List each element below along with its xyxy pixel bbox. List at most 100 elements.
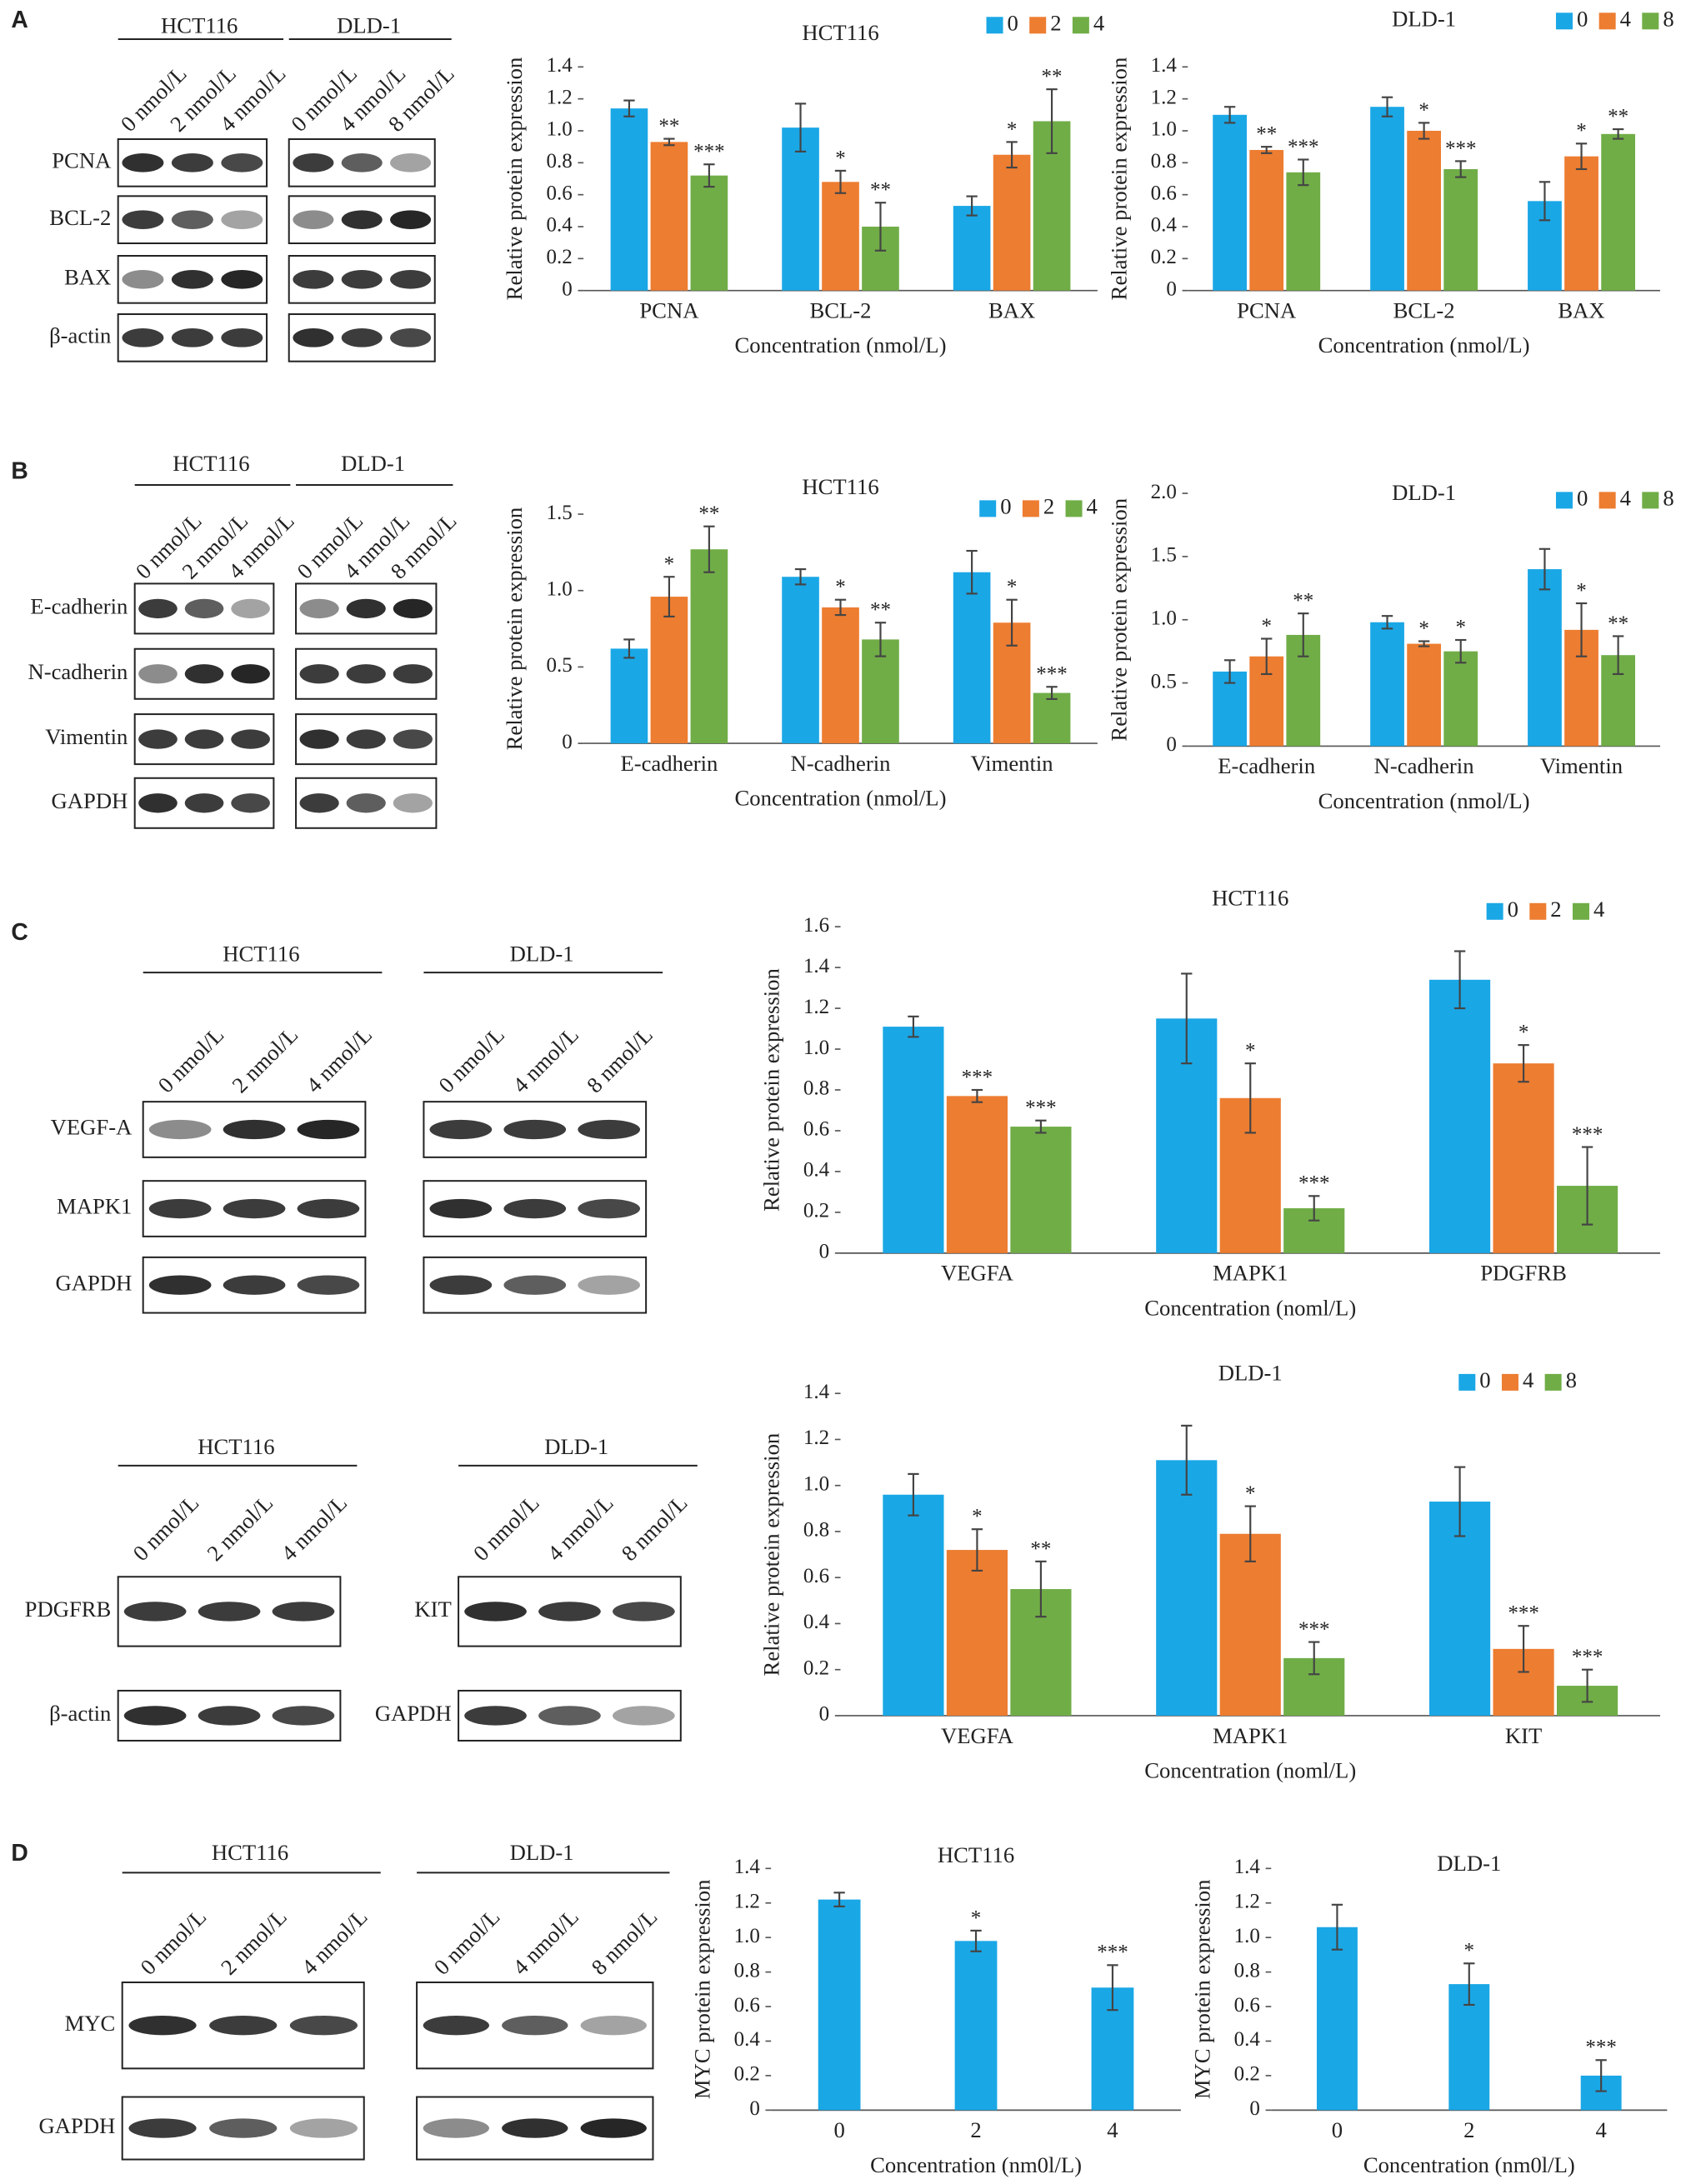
error-bar bbox=[908, 1472, 919, 1517]
y-tick-label: 0.2 bbox=[547, 246, 573, 268]
blot-band bbox=[299, 598, 339, 619]
bar bbox=[953, 206, 991, 291]
x-tick-label: MAPK1 bbox=[1213, 1261, 1288, 1286]
legend-label: 4 bbox=[1620, 6, 1631, 31]
blot-band bbox=[272, 1602, 335, 1622]
legend-swatch bbox=[1529, 902, 1547, 920]
bar bbox=[650, 597, 688, 744]
x-tick-label: N-cadherin bbox=[791, 751, 891, 776]
error-bar bbox=[908, 1015, 919, 1038]
lane-label: 4 nmol/L bbox=[543, 1490, 618, 1566]
lane-label: 4 nmol/L bbox=[508, 1022, 583, 1098]
error-bar bbox=[623, 638, 635, 659]
blot-band bbox=[297, 1119, 360, 1140]
panel-label: A bbox=[11, 7, 28, 33]
y-axis-label: MYC protein expression bbox=[689, 1880, 714, 2100]
bar bbox=[993, 154, 1031, 291]
error-bar bbox=[1518, 1625, 1529, 1673]
blot-band bbox=[128, 2016, 197, 2036]
blot-band bbox=[148, 1198, 212, 1219]
error-bar bbox=[1455, 638, 1467, 664]
y-tick-label: 1.0 bbox=[1151, 607, 1177, 629]
bar bbox=[1249, 149, 1284, 291]
blot-group-title: HCT116 bbox=[212, 1840, 288, 1865]
x-tick-label: 0 bbox=[833, 2117, 844, 2142]
lane-label: 0 nmol/L bbox=[429, 1904, 505, 1980]
error-bar bbox=[1575, 142, 1588, 171]
blot-band bbox=[223, 1198, 286, 1219]
x-axis-label: Concentration (nmol/L) bbox=[735, 786, 947, 811]
significance-label: ** bbox=[698, 502, 719, 525]
bar bbox=[946, 1550, 1008, 1716]
legend-swatch bbox=[1458, 1373, 1476, 1391]
error-bar bbox=[874, 622, 887, 657]
error-bar bbox=[1575, 602, 1588, 657]
bar bbox=[690, 549, 728, 744]
significance-label: * bbox=[835, 147, 846, 169]
blot-band bbox=[538, 1706, 601, 1726]
significance-label: *** bbox=[1288, 136, 1319, 158]
y-tick-label: 0.6 bbox=[547, 182, 573, 204]
y-tick-label: 1.0 bbox=[1151, 118, 1177, 141]
legend-swatch bbox=[1065, 500, 1083, 517]
x-axis-label: Concentration (noml/L) bbox=[1144, 1757, 1356, 1782]
significance-label: ** bbox=[1030, 1537, 1051, 1560]
blot-band bbox=[502, 2016, 568, 2036]
blot-row-label: N-cadherin bbox=[28, 659, 128, 684]
blot-band bbox=[122, 270, 164, 289]
x-tick-label: Vimentin bbox=[971, 751, 1053, 776]
legend-label: 8 bbox=[1566, 1367, 1577, 1392]
x-tick-label: KIT bbox=[1505, 1723, 1542, 1748]
lane-label: 4 nmol/L bbox=[276, 1490, 352, 1566]
legend-label: 4 bbox=[1093, 10, 1104, 35]
y-tick-label: 0.4 bbox=[803, 1611, 830, 1633]
legend-swatch bbox=[1486, 902, 1503, 920]
y-tick-label: 0.2 bbox=[803, 1657, 829, 1679]
blot-band bbox=[429, 1119, 493, 1140]
y-tick-label: 1.4 bbox=[803, 1381, 830, 1403]
blot-band bbox=[231, 598, 270, 619]
legend-swatch bbox=[1642, 492, 1659, 509]
blot-group-title: HCT116 bbox=[161, 13, 238, 38]
error-bar bbox=[1612, 635, 1624, 676]
blot-band bbox=[423, 2016, 489, 2036]
error-bar bbox=[1381, 96, 1393, 117]
chart-title: HCT116 bbox=[802, 474, 878, 499]
legend-label: 2 bbox=[1043, 494, 1054, 519]
blot-row-label: PCNA bbox=[52, 147, 112, 172]
error-bar bbox=[663, 137, 675, 147]
blot-band bbox=[223, 1275, 286, 1295]
legend-swatch bbox=[1544, 1373, 1562, 1391]
blot-band bbox=[138, 793, 178, 813]
legend-label: 4 bbox=[1523, 1367, 1533, 1392]
y-axis-label: Relative protein expression bbox=[502, 507, 527, 751]
bar bbox=[1443, 168, 1478, 291]
blot-band bbox=[299, 729, 339, 749]
y-tick-label: 0 bbox=[1166, 733, 1177, 756]
significance-label: *** bbox=[1572, 1646, 1603, 1668]
bar bbox=[610, 648, 648, 744]
significance-label: ** bbox=[1293, 590, 1313, 612]
error-bar bbox=[834, 169, 847, 194]
blot-band bbox=[123, 1602, 187, 1622]
y-tick-label: 1.4 bbox=[1151, 54, 1178, 77]
y-tick-label: 0.8 bbox=[803, 1519, 829, 1542]
significance-label: * bbox=[835, 576, 846, 598]
significance-label: *** bbox=[1298, 1618, 1330, 1641]
bar bbox=[610, 108, 648, 291]
error-bar bbox=[1308, 1195, 1320, 1222]
significance-label: * bbox=[664, 553, 674, 576]
x-tick-label: PDGFRB bbox=[1480, 1261, 1567, 1286]
chart-title: HCT116 bbox=[1212, 886, 1288, 911]
blot-band bbox=[148, 1275, 212, 1295]
bar bbox=[946, 1096, 1008, 1253]
bar bbox=[1429, 1502, 1491, 1716]
lane-label: 4 nmol/L bbox=[508, 1904, 583, 1980]
chart-title: DLD-1 bbox=[1392, 480, 1456, 505]
blot-row-label: MYC bbox=[65, 2011, 116, 2036]
y-axis-label: Relative protein expression bbox=[759, 968, 784, 1212]
y-tick-label: 0.8 bbox=[547, 150, 573, 172]
y-tick-label: 1.2 bbox=[1151, 86, 1177, 108]
error-bar bbox=[1595, 2059, 1607, 2092]
error-bar bbox=[1581, 1146, 1593, 1226]
